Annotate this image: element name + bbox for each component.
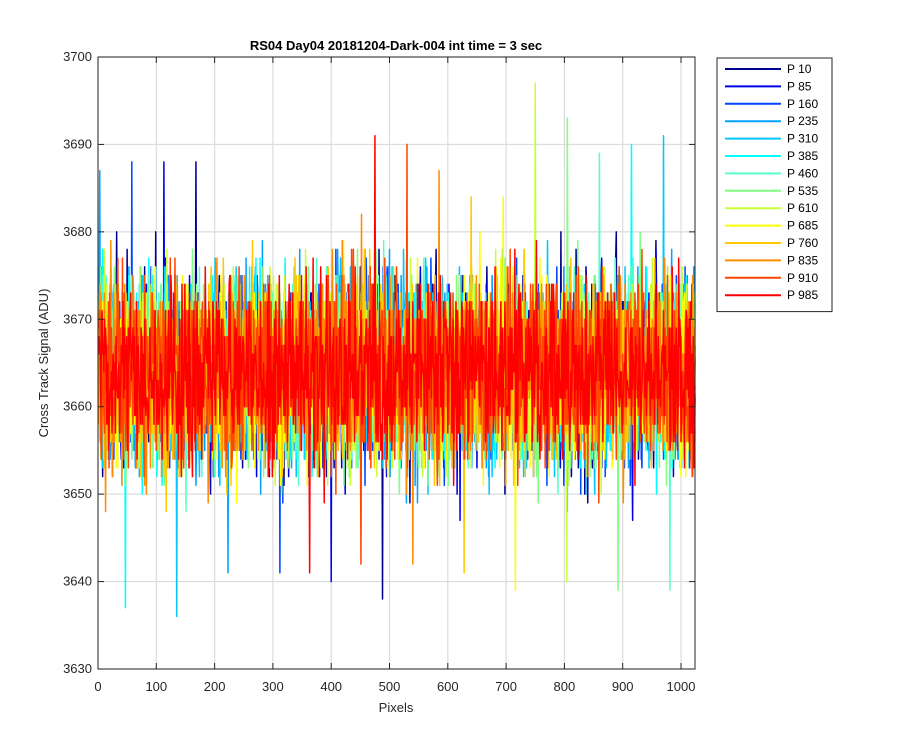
legend-label: P 685 <box>787 219 818 233</box>
x-tick-label: 800 <box>554 679 576 694</box>
x-tick-label: 1000 <box>667 679 696 694</box>
x-tick-label: 500 <box>379 679 401 694</box>
legend-label: P 985 <box>787 288 818 302</box>
legend-label: P 160 <box>787 97 818 111</box>
y-tick-label: 3660 <box>63 399 92 414</box>
legend-label: P 460 <box>787 166 818 180</box>
axes-box <box>97 56 696 670</box>
chart-title: RS04 Day04 20181204-Dark-004 int time = … <box>250 38 542 53</box>
legend-label: P 10 <box>787 62 812 76</box>
y-tick-label: 3630 <box>63 661 92 676</box>
series-lines <box>97 82 696 618</box>
legend-label: P 85 <box>787 79 812 93</box>
legend-label: P 610 <box>787 201 818 215</box>
legend-box <box>716 57 833 313</box>
y-tick-label: 3650 <box>63 486 92 501</box>
legend-label: P 535 <box>787 184 818 198</box>
series-line-p-985 <box>97 134 696 574</box>
legend-label: P 760 <box>787 236 818 250</box>
axis-ticks: 0 100 200 300 400 500 600 700 800 900 1000 3630 3640… <box>63 49 695 694</box>
x-tick-label: 700 <box>495 679 517 694</box>
legend-label: P 385 <box>787 149 818 163</box>
x-tick-label: 400 <box>320 679 342 694</box>
y-tick-label: 3680 <box>63 224 92 239</box>
x-tick-label: 600 <box>437 679 459 694</box>
x-tick-label: 300 <box>262 679 284 694</box>
legend-label: P 235 <box>787 114 818 128</box>
x-tick-label: 0 <box>94 679 101 694</box>
x-tick-label: 200 <box>204 679 226 694</box>
x-tick-label: 900 <box>612 679 634 694</box>
x-tick-label: 100 <box>145 679 167 694</box>
y-tick-label: 3700 <box>63 49 92 64</box>
y-tick-label: 3670 <box>63 311 92 326</box>
y-tick-label: 3690 <box>63 136 92 151</box>
y-tick-label: 3640 <box>63 574 92 589</box>
x-axis-label: Pixels <box>379 700 414 715</box>
legend-label: P 310 <box>787 132 818 146</box>
legend: P 10 P 85 P 160 P 235 P 310 P 385 P 460 P 535 P … <box>716 57 833 313</box>
legend-label: P 835 <box>787 253 818 267</box>
y-axis-label: Cross Track Signal (ADU) <box>36 289 51 438</box>
legend-label: P 910 <box>787 271 818 285</box>
